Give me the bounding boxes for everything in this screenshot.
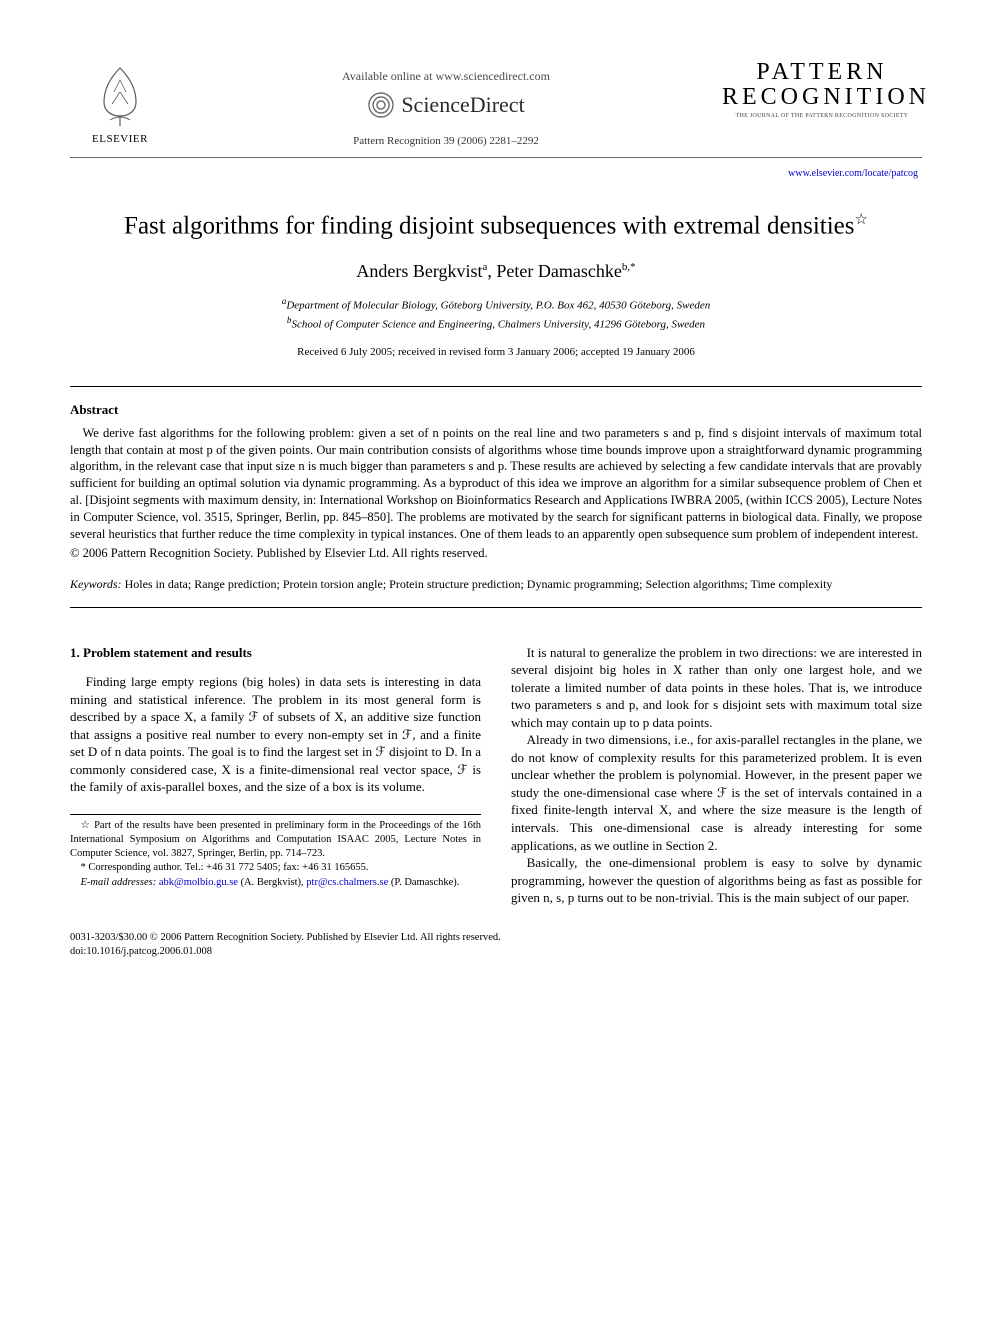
email-link-1[interactable]: abk@molbio.gu.se (159, 877, 238, 888)
column-left: 1. Problem statement and results Finding… (70, 644, 481, 907)
abstract-copyright: © 2006 Pattern Recognition Society. Publ… (70, 545, 922, 562)
elsevier-tree-icon (90, 60, 150, 130)
header: ELSEVIER Available online at www.science… (70, 60, 922, 149)
abstract-block: Abstract We derive fast algorithms for t… (70, 401, 922, 562)
email-who-1: (A. Bergkvist), (241, 877, 304, 888)
col1-para-1: Finding large empty regions (big holes) … (70, 673, 481, 796)
column-right: It is natural to generalize the problem … (511, 644, 922, 907)
col2-para-3: Basically, the one-dimensional problem i… (511, 854, 922, 907)
paper-title: Fast algorithms for finding disjoint sub… (70, 211, 922, 241)
col2-para-1: It is natural to generalize the problem … (511, 644, 922, 732)
footer-line-1: 0031-3203/$30.00 © 2006 Pattern Recognit… (70, 931, 922, 945)
publisher-logo-block: ELSEVIER (70, 60, 170, 147)
affiliation-a: aaDepartment of Molecular Biology, Göteb… (70, 295, 922, 314)
available-online-text: Available online at www.sciencedirect.co… (170, 68, 722, 84)
article-dates: Received 6 July 2005; received in revise… (70, 345, 922, 360)
author-2: Peter Damaschke (496, 261, 621, 281)
col2-para-2: Already in two dimensions, i.e., for axi… (511, 731, 922, 854)
title-footnote-marker: ☆ (855, 212, 868, 228)
section-1-heading: 1. Problem statement and results (70, 644, 481, 662)
sciencedirect-brand: ScienceDirect (170, 90, 722, 120)
header-rule (70, 157, 922, 158)
sciencedirect-swirl-icon (367, 91, 395, 119)
footnote-emails: E-mail addresses: abk@molbio.gu.se (A. B… (70, 876, 481, 890)
keywords-block: Keywords: Holes in data; Range predictio… (70, 576, 922, 593)
journal-url-link[interactable]: www.elsevier.com/locate/patcog (788, 168, 922, 179)
abstract-label: Abstract (70, 401, 922, 419)
header-center: Available online at www.sciencedirect.co… (170, 60, 722, 149)
abstract-bottom-rule (70, 607, 922, 608)
page-footer: 0031-3203/$30.00 © 2006 Pattern Recognit… (70, 931, 922, 959)
journal-title-2: RECOGNITION (722, 85, 922, 110)
author-2-sup: b,* (622, 261, 636, 273)
author-1-sup: a (483, 261, 488, 273)
abstract-text: We derive fast algorithms for the follow… (70, 425, 922, 543)
abstract-top-rule (70, 386, 922, 387)
email-who-2: (P. Damaschke). (391, 877, 460, 888)
affiliation-b: bSchool of Computer Science and Engineer… (70, 314, 922, 333)
affiliations: aaDepartment of Molecular Biology, Göteb… (70, 295, 922, 333)
email-link-2[interactable]: ptr@cs.chalmers.se (306, 877, 388, 888)
author-1: Anders Bergkvist (356, 261, 482, 281)
journal-link-row: www.elsevier.com/locate/patcog (70, 164, 922, 183)
title-text: Fast algorithms for finding disjoint sub… (124, 212, 854, 239)
publisher-label: ELSEVIER (92, 132, 148, 147)
sciencedirect-text: ScienceDirect (401, 90, 524, 120)
footnotes-block: ☆ Part of the results have been presente… (70, 814, 481, 890)
journal-block: PATTERN RECOGNITION THE JOURNAL OF THE P… (722, 60, 922, 120)
footer-line-2: doi:10.1016/j.patcog.2006.01.008 (70, 945, 922, 959)
citation-line: Pattern Recognition 39 (2006) 2281–2292 (170, 134, 722, 149)
footnote-star: ☆ Part of the results have been presente… (70, 819, 481, 862)
keywords-text: Holes in data; Range prediction; Protein… (125, 577, 833, 591)
email-label: E-mail addresses: (81, 877, 157, 888)
footnote-corresponding: * Corresponding author. Tel.: +46 31 772… (70, 861, 481, 875)
keywords-label: Keywords: (70, 577, 122, 591)
body-columns: 1. Problem statement and results Finding… (70, 644, 922, 907)
journal-title-1: PATTERN (722, 60, 922, 85)
authors-line: Anders Bergkvista, Peter Damaschkeb,* (70, 259, 922, 283)
journal-subtitle: THE JOURNAL OF THE PATTERN RECOGNITION S… (722, 112, 922, 120)
